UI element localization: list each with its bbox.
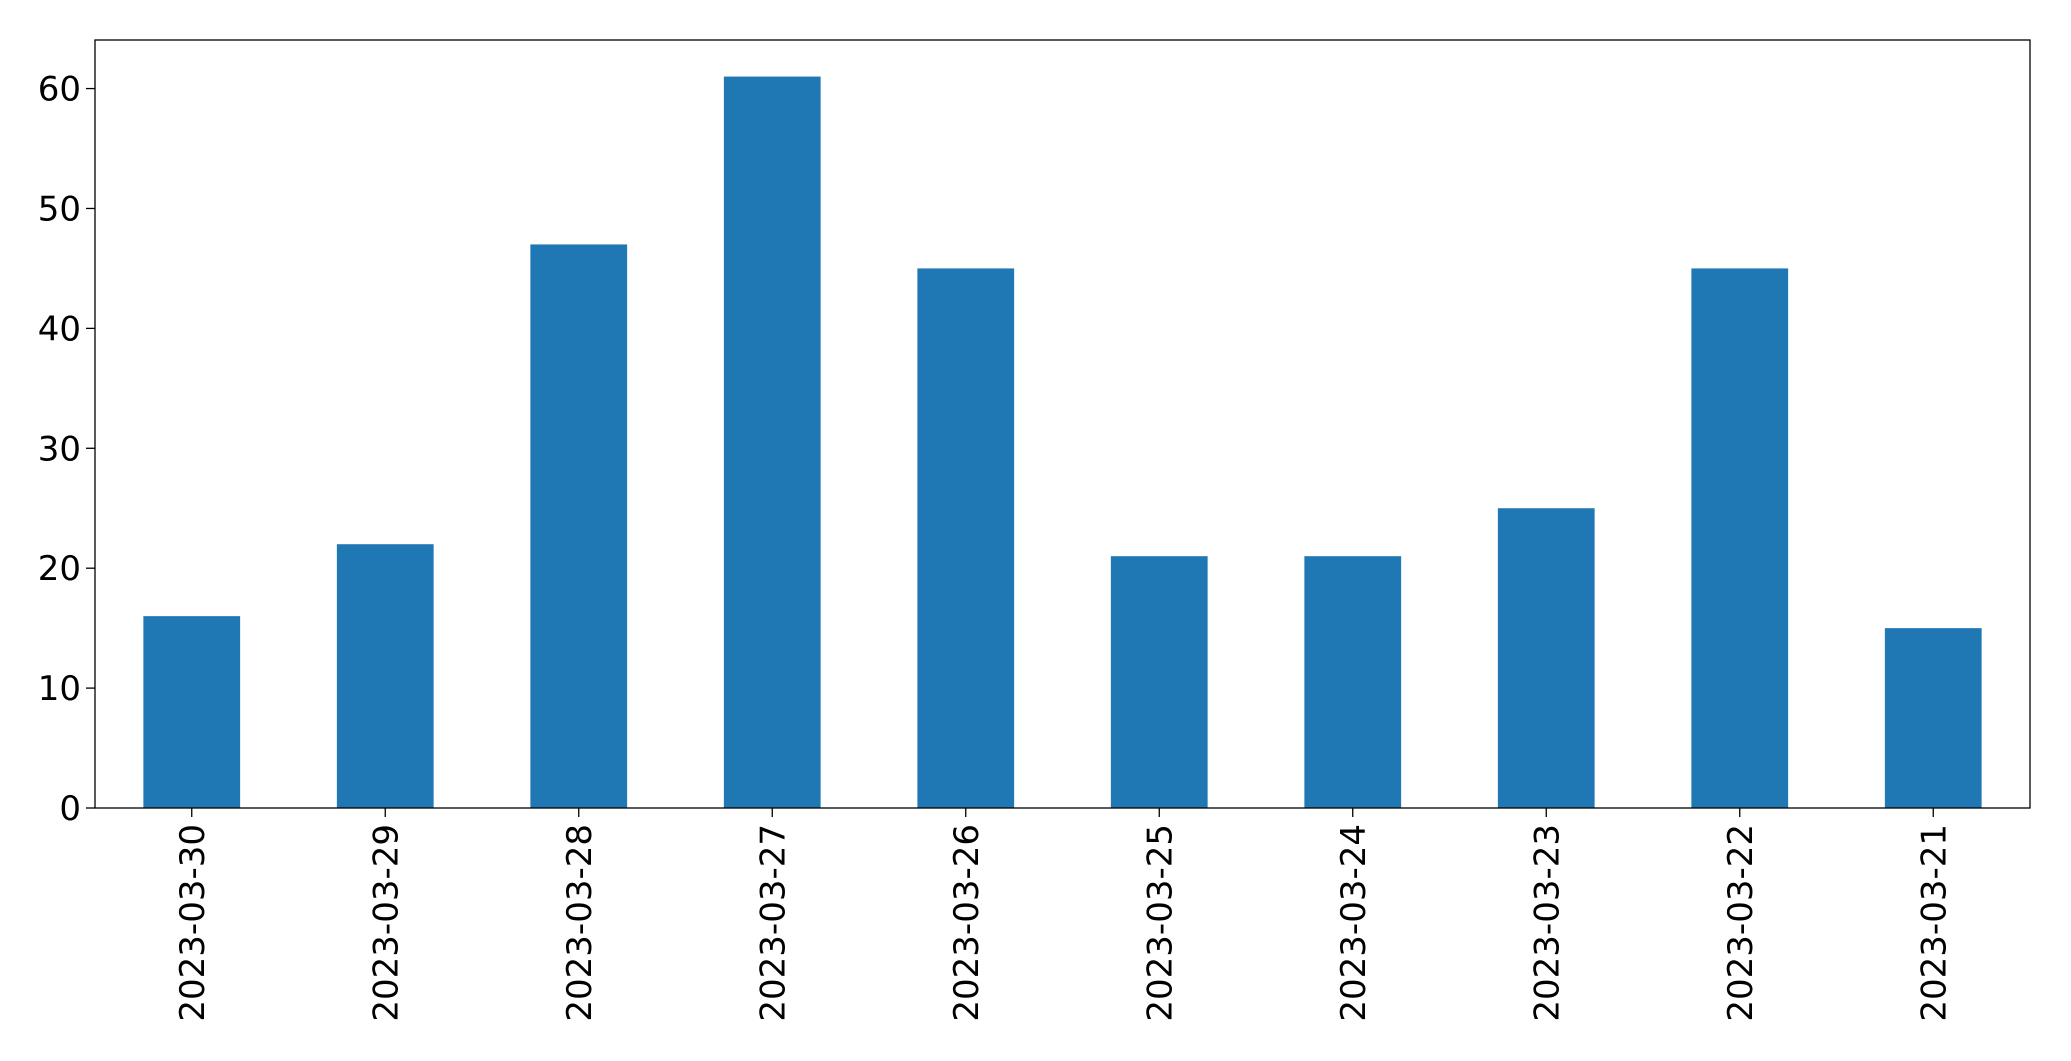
bar <box>1691 268 1789 809</box>
y-tick-label: 30 <box>38 429 81 469</box>
y-tick-label: 10 <box>38 669 81 709</box>
bar <box>917 268 1015 809</box>
x-tick-label: 2023-03-29 <box>366 824 406 1022</box>
x-tick-label: 2023-03-23 <box>1527 824 1567 1022</box>
y-tick-label: 60 <box>38 70 81 110</box>
x-tick-label: 2023-03-26 <box>947 824 987 1022</box>
bar <box>530 244 628 808</box>
x-tick-label: 2023-03-21 <box>1914 824 1954 1022</box>
bar <box>1497 508 1595 808</box>
y-tick-label: 20 <box>38 549 81 589</box>
x-tick-label: 2023-03-24 <box>1334 824 1374 1022</box>
x-tick-label: 2023-03-27 <box>753 824 793 1022</box>
bar <box>143 616 241 808</box>
x-tick-label: 2023-03-25 <box>1140 824 1180 1022</box>
bar <box>1304 556 1402 808</box>
bar <box>1110 556 1208 808</box>
plot-frame <box>94 39 2031 809</box>
x-tick-label: 2023-03-30 <box>173 824 213 1022</box>
bar <box>723 76 821 809</box>
y-tick-label: 50 <box>38 189 81 229</box>
x-tick-label: 2023-03-22 <box>1721 824 1761 1022</box>
bar <box>1884 628 1982 808</box>
bar <box>336 544 434 808</box>
y-tick-label: 40 <box>38 309 81 349</box>
y-tick-label: 0 <box>59 789 81 829</box>
x-tick-label: 2023-03-28 <box>560 824 600 1022</box>
